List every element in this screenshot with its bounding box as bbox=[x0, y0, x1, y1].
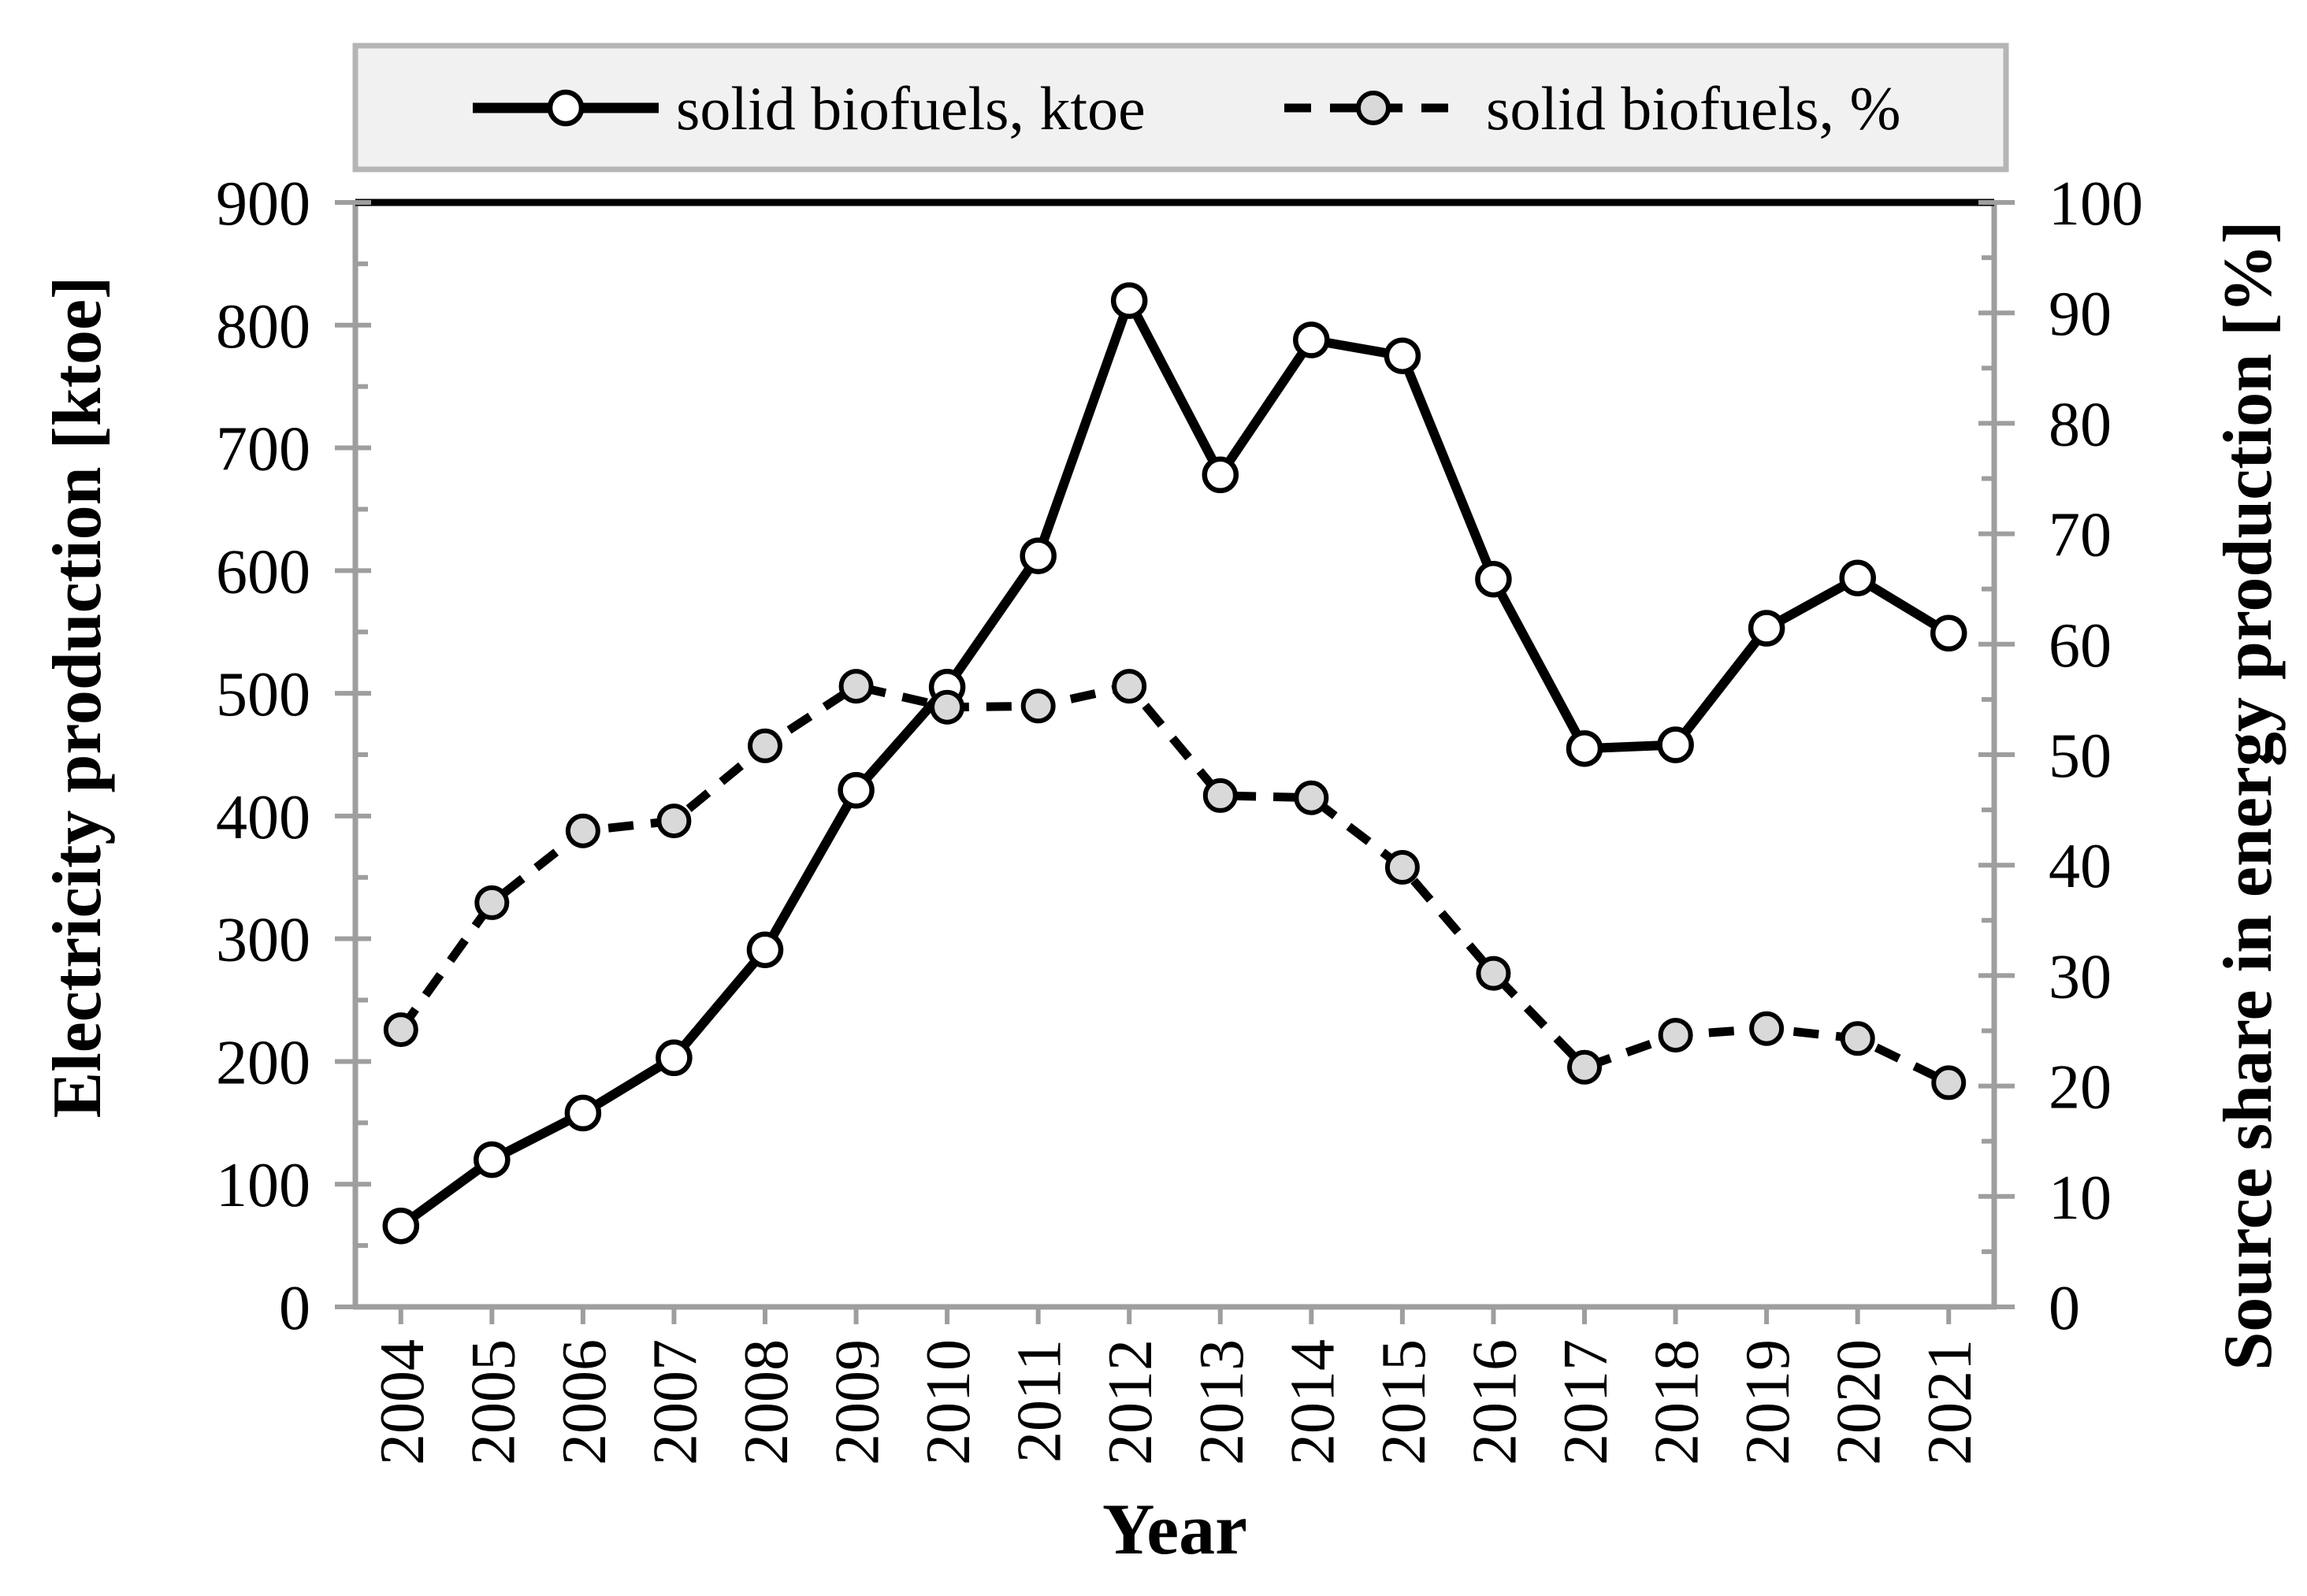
left-tick-labels: 0 100 200 300 400 500 600 700 800 900 bbox=[216, 169, 310, 1343]
legend-circle-marker-icon bbox=[1356, 91, 1391, 125]
left-axis-tick-label: 500 bbox=[216, 660, 310, 729]
x-axis-tick-label: 2020 bbox=[1825, 1339, 1894, 1465]
data-point-marker bbox=[838, 669, 874, 704]
data-point-marker bbox=[1112, 669, 1147, 704]
right-axis-tick-label: 20 bbox=[2049, 1053, 2112, 1123]
data-point-marker bbox=[1476, 956, 1511, 991]
data-point-marker bbox=[748, 728, 782, 763]
x-axis-tick-label: 2005 bbox=[459, 1339, 528, 1465]
x-axis-tick-label: 2010 bbox=[914, 1339, 983, 1465]
x-axis-tick-label: 2009 bbox=[823, 1339, 893, 1465]
right-axis-tick-label: 50 bbox=[2049, 722, 2112, 791]
data-point-marker bbox=[1658, 1018, 1693, 1053]
right-axis-tick-label: 40 bbox=[2049, 832, 2112, 901]
data-point-marker bbox=[1839, 559, 1876, 596]
data-point-marker bbox=[1110, 282, 1148, 319]
data-point-marker bbox=[930, 689, 965, 725]
data-point-marker bbox=[1566, 729, 1603, 767]
data-point-marker bbox=[1749, 1011, 1785, 1046]
series-ktoe bbox=[382, 282, 1967, 1245]
right-axis-tick-label: 80 bbox=[2049, 390, 2112, 459]
legend: solid biofuels, ktoe solid biofuels, % bbox=[352, 43, 2009, 173]
data-point-marker bbox=[1293, 321, 1330, 358]
data-point-marker bbox=[474, 1141, 511, 1178]
series-pct bbox=[383, 669, 1967, 1100]
data-point-marker bbox=[474, 885, 510, 920]
series-ktoe-markers bbox=[382, 282, 1967, 1245]
x-axis-tick-label: 2012 bbox=[1096, 1339, 1165, 1465]
x-axis-tick-label: 2019 bbox=[1733, 1339, 1803, 1465]
right-axis-tick-label: 90 bbox=[2049, 280, 2112, 349]
data-point-marker bbox=[382, 1207, 420, 1245]
right-axis-title: Source share in energy production [%] bbox=[2210, 221, 2287, 1370]
x-axis-tick-label: 2014 bbox=[1278, 1339, 1347, 1465]
left-axis-tick-label: 300 bbox=[216, 906, 310, 975]
data-point-marker bbox=[1020, 689, 1056, 724]
x-axis-tick-label: 2015 bbox=[1369, 1339, 1439, 1465]
left-axis-tick-label: 900 bbox=[216, 169, 310, 239]
data-point-marker bbox=[1202, 456, 1239, 494]
x-axis-tick-label: 2013 bbox=[1187, 1339, 1257, 1465]
ticks-group bbox=[335, 200, 2015, 1324]
data-point-marker bbox=[1384, 337, 1421, 374]
x-axis-tick-label: 2008 bbox=[732, 1339, 801, 1465]
left-axis-tick-label: 200 bbox=[216, 1028, 310, 1097]
right-axis-tick-label: 100 bbox=[2049, 169, 2143, 239]
x-axis-tick-label: 2006 bbox=[550, 1339, 619, 1465]
data-point-marker bbox=[1384, 850, 1420, 885]
x-axis-title: Year bbox=[1102, 1489, 1247, 1569]
data-point-marker bbox=[383, 1012, 418, 1048]
left-axis-tick-label: 400 bbox=[216, 783, 310, 852]
series-pct-markers bbox=[383, 669, 1967, 1100]
x-axis-tick-label: 2021 bbox=[1915, 1339, 1985, 1465]
legend-label-ktoe: solid biofuels, ktoe bbox=[676, 74, 1146, 143]
right-tick-labels: 0 10 20 30 40 50 60 70 80 90 100 bbox=[2049, 169, 2143, 1343]
x-axis-tick-label: 2016 bbox=[1460, 1339, 1529, 1465]
data-point-marker bbox=[1748, 610, 1785, 647]
right-axis-tick-label: 60 bbox=[2049, 611, 2112, 681]
data-point-marker bbox=[565, 813, 600, 848]
data-point-marker bbox=[1930, 614, 1967, 652]
data-point-marker bbox=[564, 1094, 602, 1132]
left-axis-title: Electricity production [ktoe] bbox=[39, 277, 116, 1119]
data-point-marker bbox=[656, 1039, 693, 1077]
left-axis-tick-label: 700 bbox=[216, 415, 310, 484]
x-axis-tick-label: 2011 bbox=[1005, 1339, 1075, 1463]
data-point-marker bbox=[1294, 780, 1329, 815]
data-point-marker bbox=[1567, 1049, 1602, 1085]
right-axis-tick-label: 30 bbox=[2049, 942, 2112, 1011]
left-axis-tick-label: 800 bbox=[216, 292, 310, 362]
left-axis-tick-label: 0 bbox=[279, 1274, 310, 1343]
data-point-marker bbox=[838, 771, 875, 809]
data-point-marker bbox=[1840, 1021, 1875, 1056]
x-axis-tick-label: 2017 bbox=[1551, 1339, 1621, 1465]
left-axis-tick-label: 600 bbox=[216, 537, 310, 607]
x-axis-tick-label: 2004 bbox=[368, 1339, 437, 1465]
data-point-marker bbox=[746, 931, 784, 968]
data-point-marker bbox=[1931, 1065, 1967, 1100]
right-axis-tick-label: 0 bbox=[2049, 1274, 2080, 1343]
right-axis-tick-label: 10 bbox=[2049, 1164, 2112, 1233]
x-tick-labels: 2004 2005 2006 2007 2008 2009 2010 2011 2012 2013… bbox=[368, 1339, 1985, 1465]
legend-item-ktoe: solid biofuels, ktoe bbox=[473, 74, 1146, 143]
x-axis-tick-label: 2018 bbox=[1643, 1339, 1712, 1465]
right-axis-tick-label: 70 bbox=[2049, 501, 2112, 570]
data-point-marker bbox=[656, 804, 692, 839]
legend-item-pct: solid biofuels, % bbox=[1284, 74, 1900, 143]
data-point-marker bbox=[1020, 537, 1057, 574]
left-axis-tick-label: 100 bbox=[216, 1151, 310, 1220]
legend-circle-marker-icon bbox=[547, 89, 585, 127]
legend-label-pct: solid biofuels, % bbox=[1486, 74, 1900, 143]
data-point-marker bbox=[1657, 726, 1694, 763]
data-point-marker bbox=[1475, 560, 1512, 598]
x-axis-tick-label: 2007 bbox=[641, 1339, 710, 1465]
data-point-marker bbox=[1202, 778, 1238, 813]
